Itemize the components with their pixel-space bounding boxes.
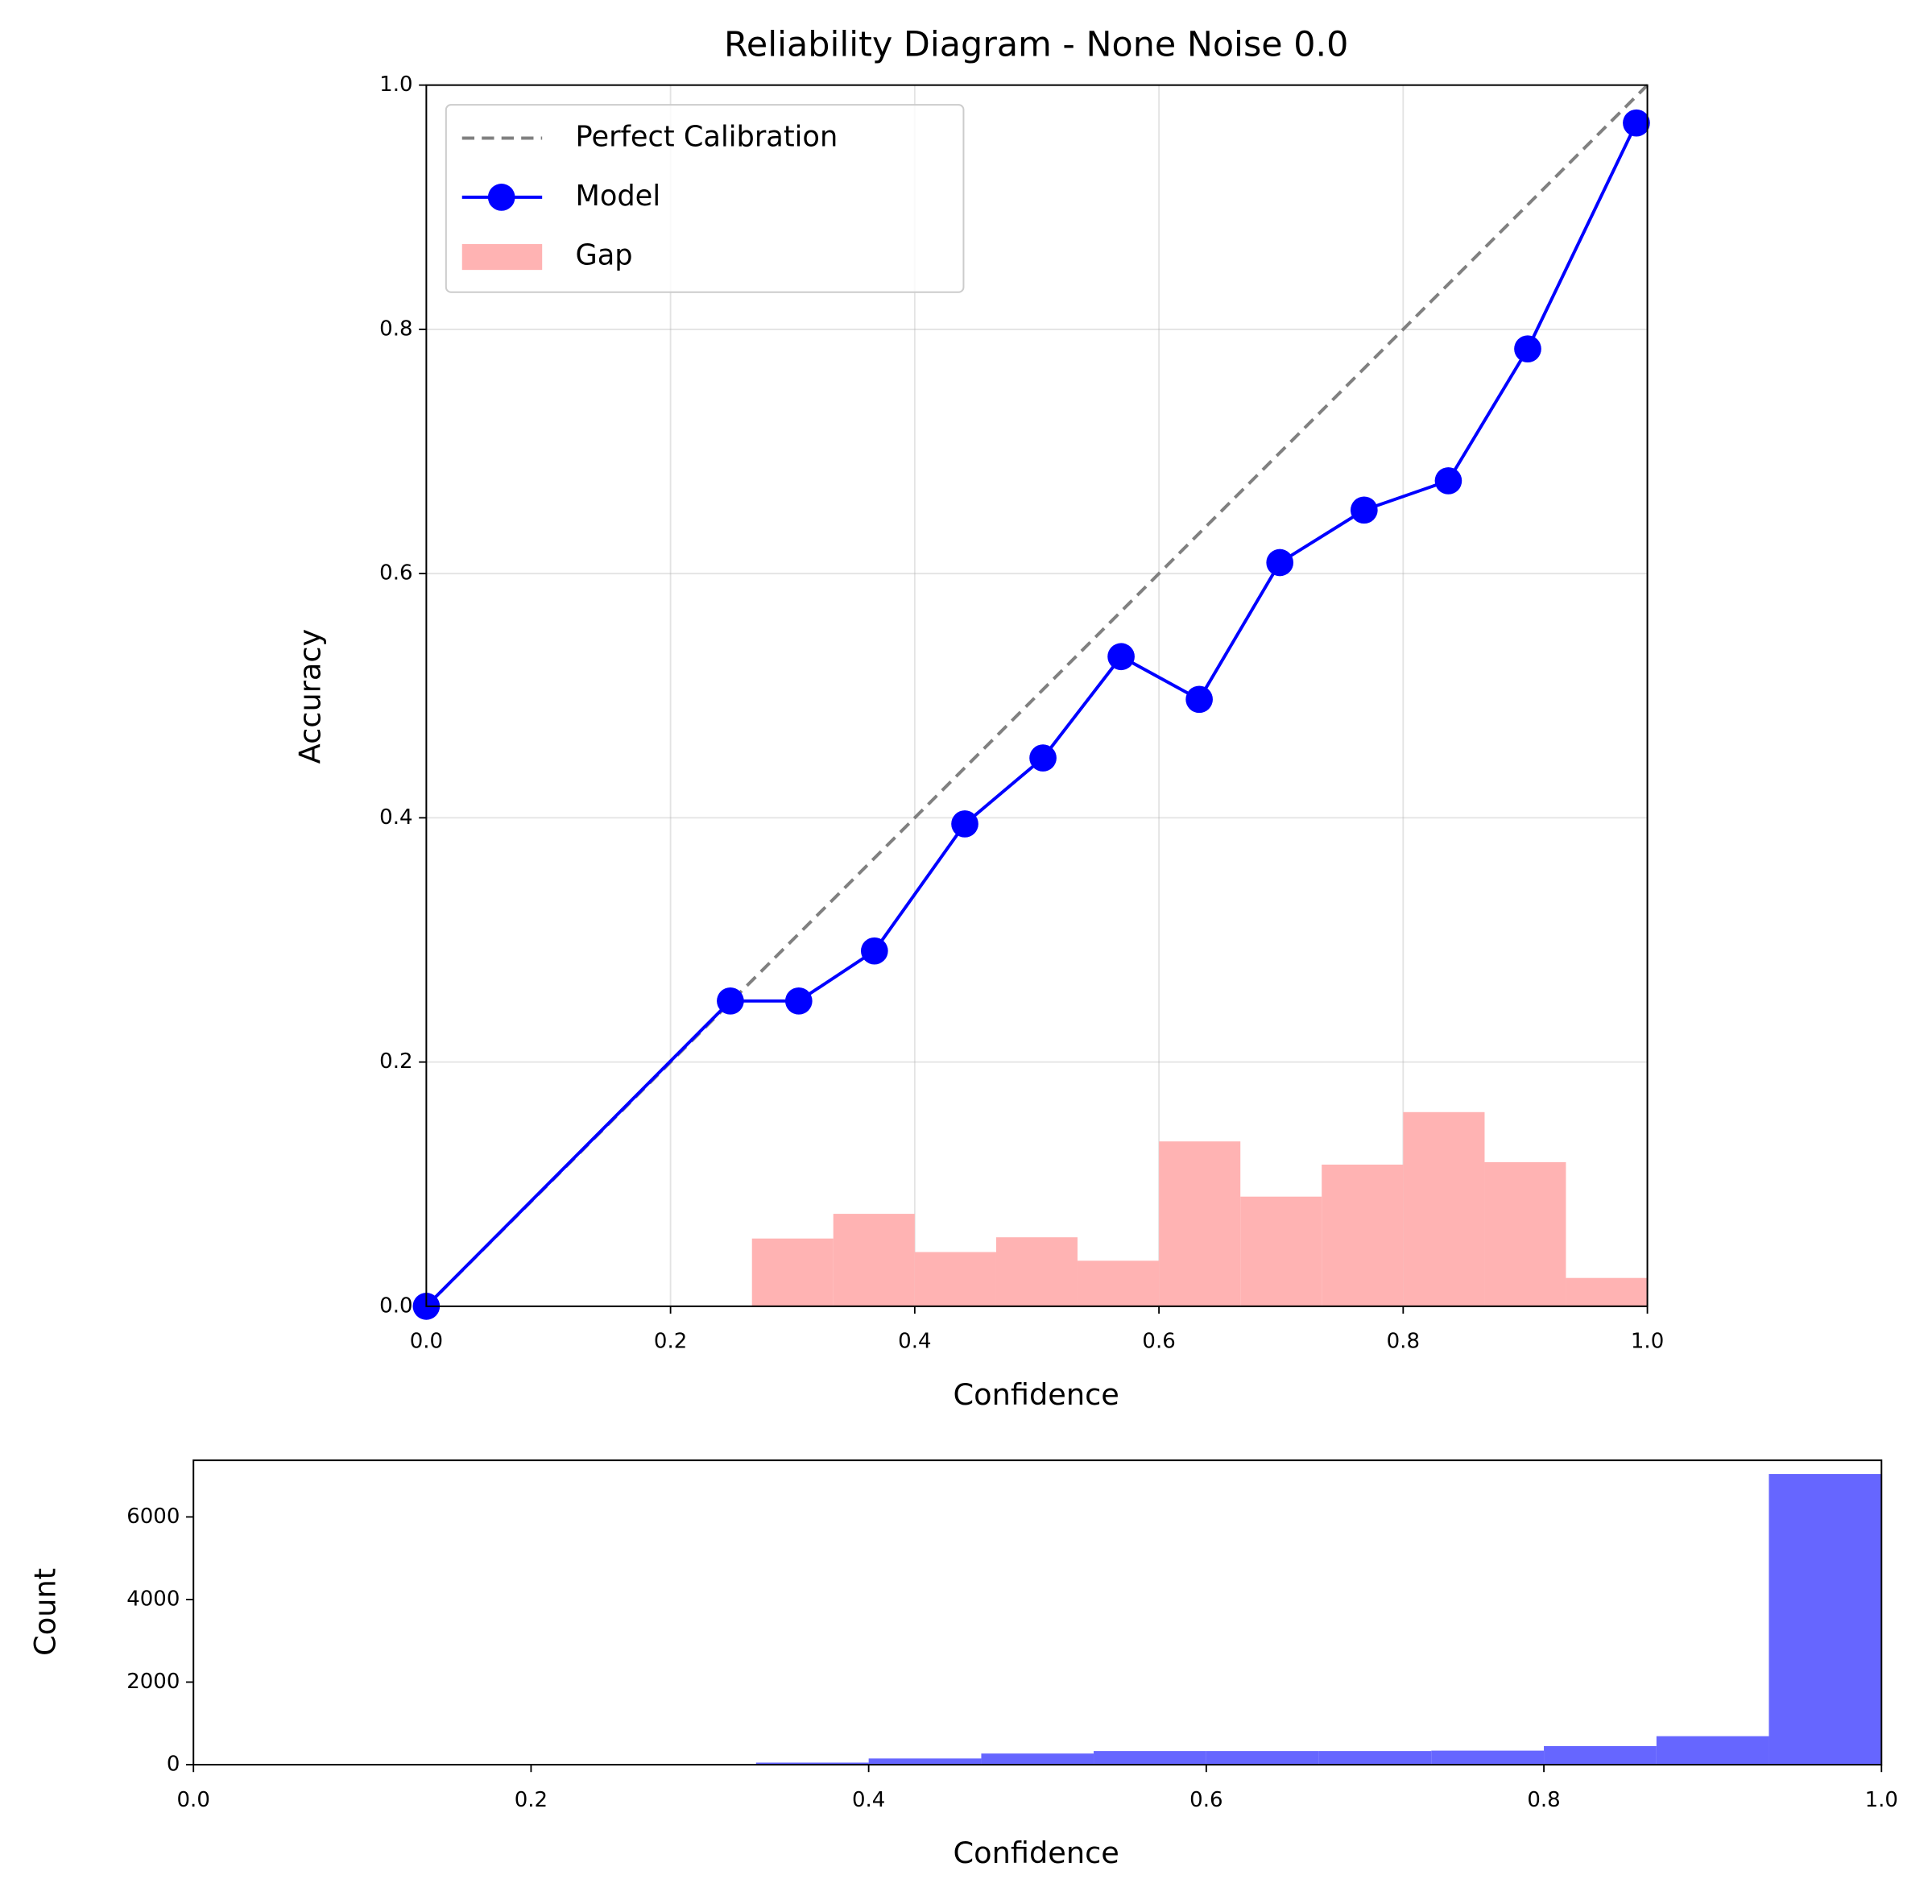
gap-bar	[751, 1238, 834, 1306]
gap-bar	[1484, 1161, 1566, 1306]
axes-frame	[425, 84, 1649, 1307]
bar	[1544, 1745, 1657, 1765]
point	[1350, 496, 1378, 524]
point	[1623, 109, 1650, 137]
gap-bar	[1403, 1111, 1485, 1306]
bar	[1431, 1750, 1545, 1765]
x-tick-label: 1.0	[1631, 1330, 1664, 1354]
point	[951, 810, 978, 838]
y-tick-label: 0.4	[379, 805, 412, 830]
gap-bar	[914, 1252, 996, 1306]
x-tick-label: 0.4	[898, 1330, 931, 1354]
bar	[868, 1758, 982, 1765]
y-tick-label: 0.0	[379, 1293, 412, 1318]
x-tick-label: 0.2	[654, 1330, 687, 1354]
x-tick-label: 0.0	[410, 1330, 443, 1354]
point	[784, 987, 813, 1015]
y-tick-label: 4000	[126, 1587, 180, 1611]
bar	[1206, 1751, 1319, 1765]
chart-title: Reliability Diagram - None Noise 0.0	[724, 25, 1348, 65]
x-tick-label: 0.6	[1189, 1788, 1222, 1812]
gap-bar	[1077, 1260, 1160, 1306]
bar	[1318, 1751, 1432, 1765]
legend-label: Perfect Calibration	[575, 120, 838, 153]
point	[1434, 467, 1462, 495]
axes-frame	[192, 1459, 1883, 1766]
legend-marker	[487, 184, 515, 211]
y-axis-label: Count	[28, 1568, 63, 1656]
gap-bar	[1566, 1277, 1648, 1306]
x-tick-label: 0.8	[1387, 1330, 1420, 1354]
legend-label: Gap	[575, 238, 632, 271]
x-tick-label: 1.0	[1865, 1788, 1898, 1812]
bar	[981, 1753, 1094, 1765]
gap-bar	[1159, 1141, 1241, 1306]
point	[1029, 744, 1057, 772]
y-tick-label: 2000	[126, 1670, 180, 1694]
legend-swatch	[461, 244, 543, 271]
x-tick-label: 0.6	[1142, 1330, 1175, 1354]
y-tick-label: 6000	[126, 1505, 180, 1529]
gap-bar	[833, 1214, 915, 1306]
x-axis-label: Confidence	[954, 1836, 1119, 1870]
x-tick-label: 0.8	[1527, 1788, 1560, 1812]
legend-box	[445, 104, 965, 293]
gap-bar	[1322, 1164, 1404, 1306]
y-axis-label: Accuracy	[293, 629, 328, 764]
point	[860, 937, 888, 965]
bar	[755, 1762, 869, 1765]
x-tick-label: 0.2	[515, 1788, 548, 1812]
point	[1266, 548, 1294, 577]
y-tick-label: 0.6	[379, 561, 412, 586]
point	[1107, 643, 1135, 671]
y-tick-label: 0	[167, 1753, 180, 1777]
x-axis-label: Confidence	[954, 1377, 1119, 1412]
point	[717, 987, 744, 1015]
bar	[1656, 1736, 1769, 1765]
point	[1185, 685, 1213, 714]
gap-bar	[995, 1237, 1078, 1306]
legend-label: Model	[575, 180, 660, 213]
y-tick-label: 0.2	[379, 1049, 412, 1074]
x-tick-label: 0.0	[177, 1788, 210, 1812]
bar	[1769, 1474, 1882, 1765]
gap-bar	[1240, 1196, 1322, 1306]
y-tick-label: 1.0	[379, 72, 412, 97]
point	[1514, 335, 1541, 362]
bar	[1094, 1751, 1206, 1765]
y-tick-label: 0.8	[379, 317, 412, 341]
x-tick-label: 0.4	[852, 1788, 885, 1812]
